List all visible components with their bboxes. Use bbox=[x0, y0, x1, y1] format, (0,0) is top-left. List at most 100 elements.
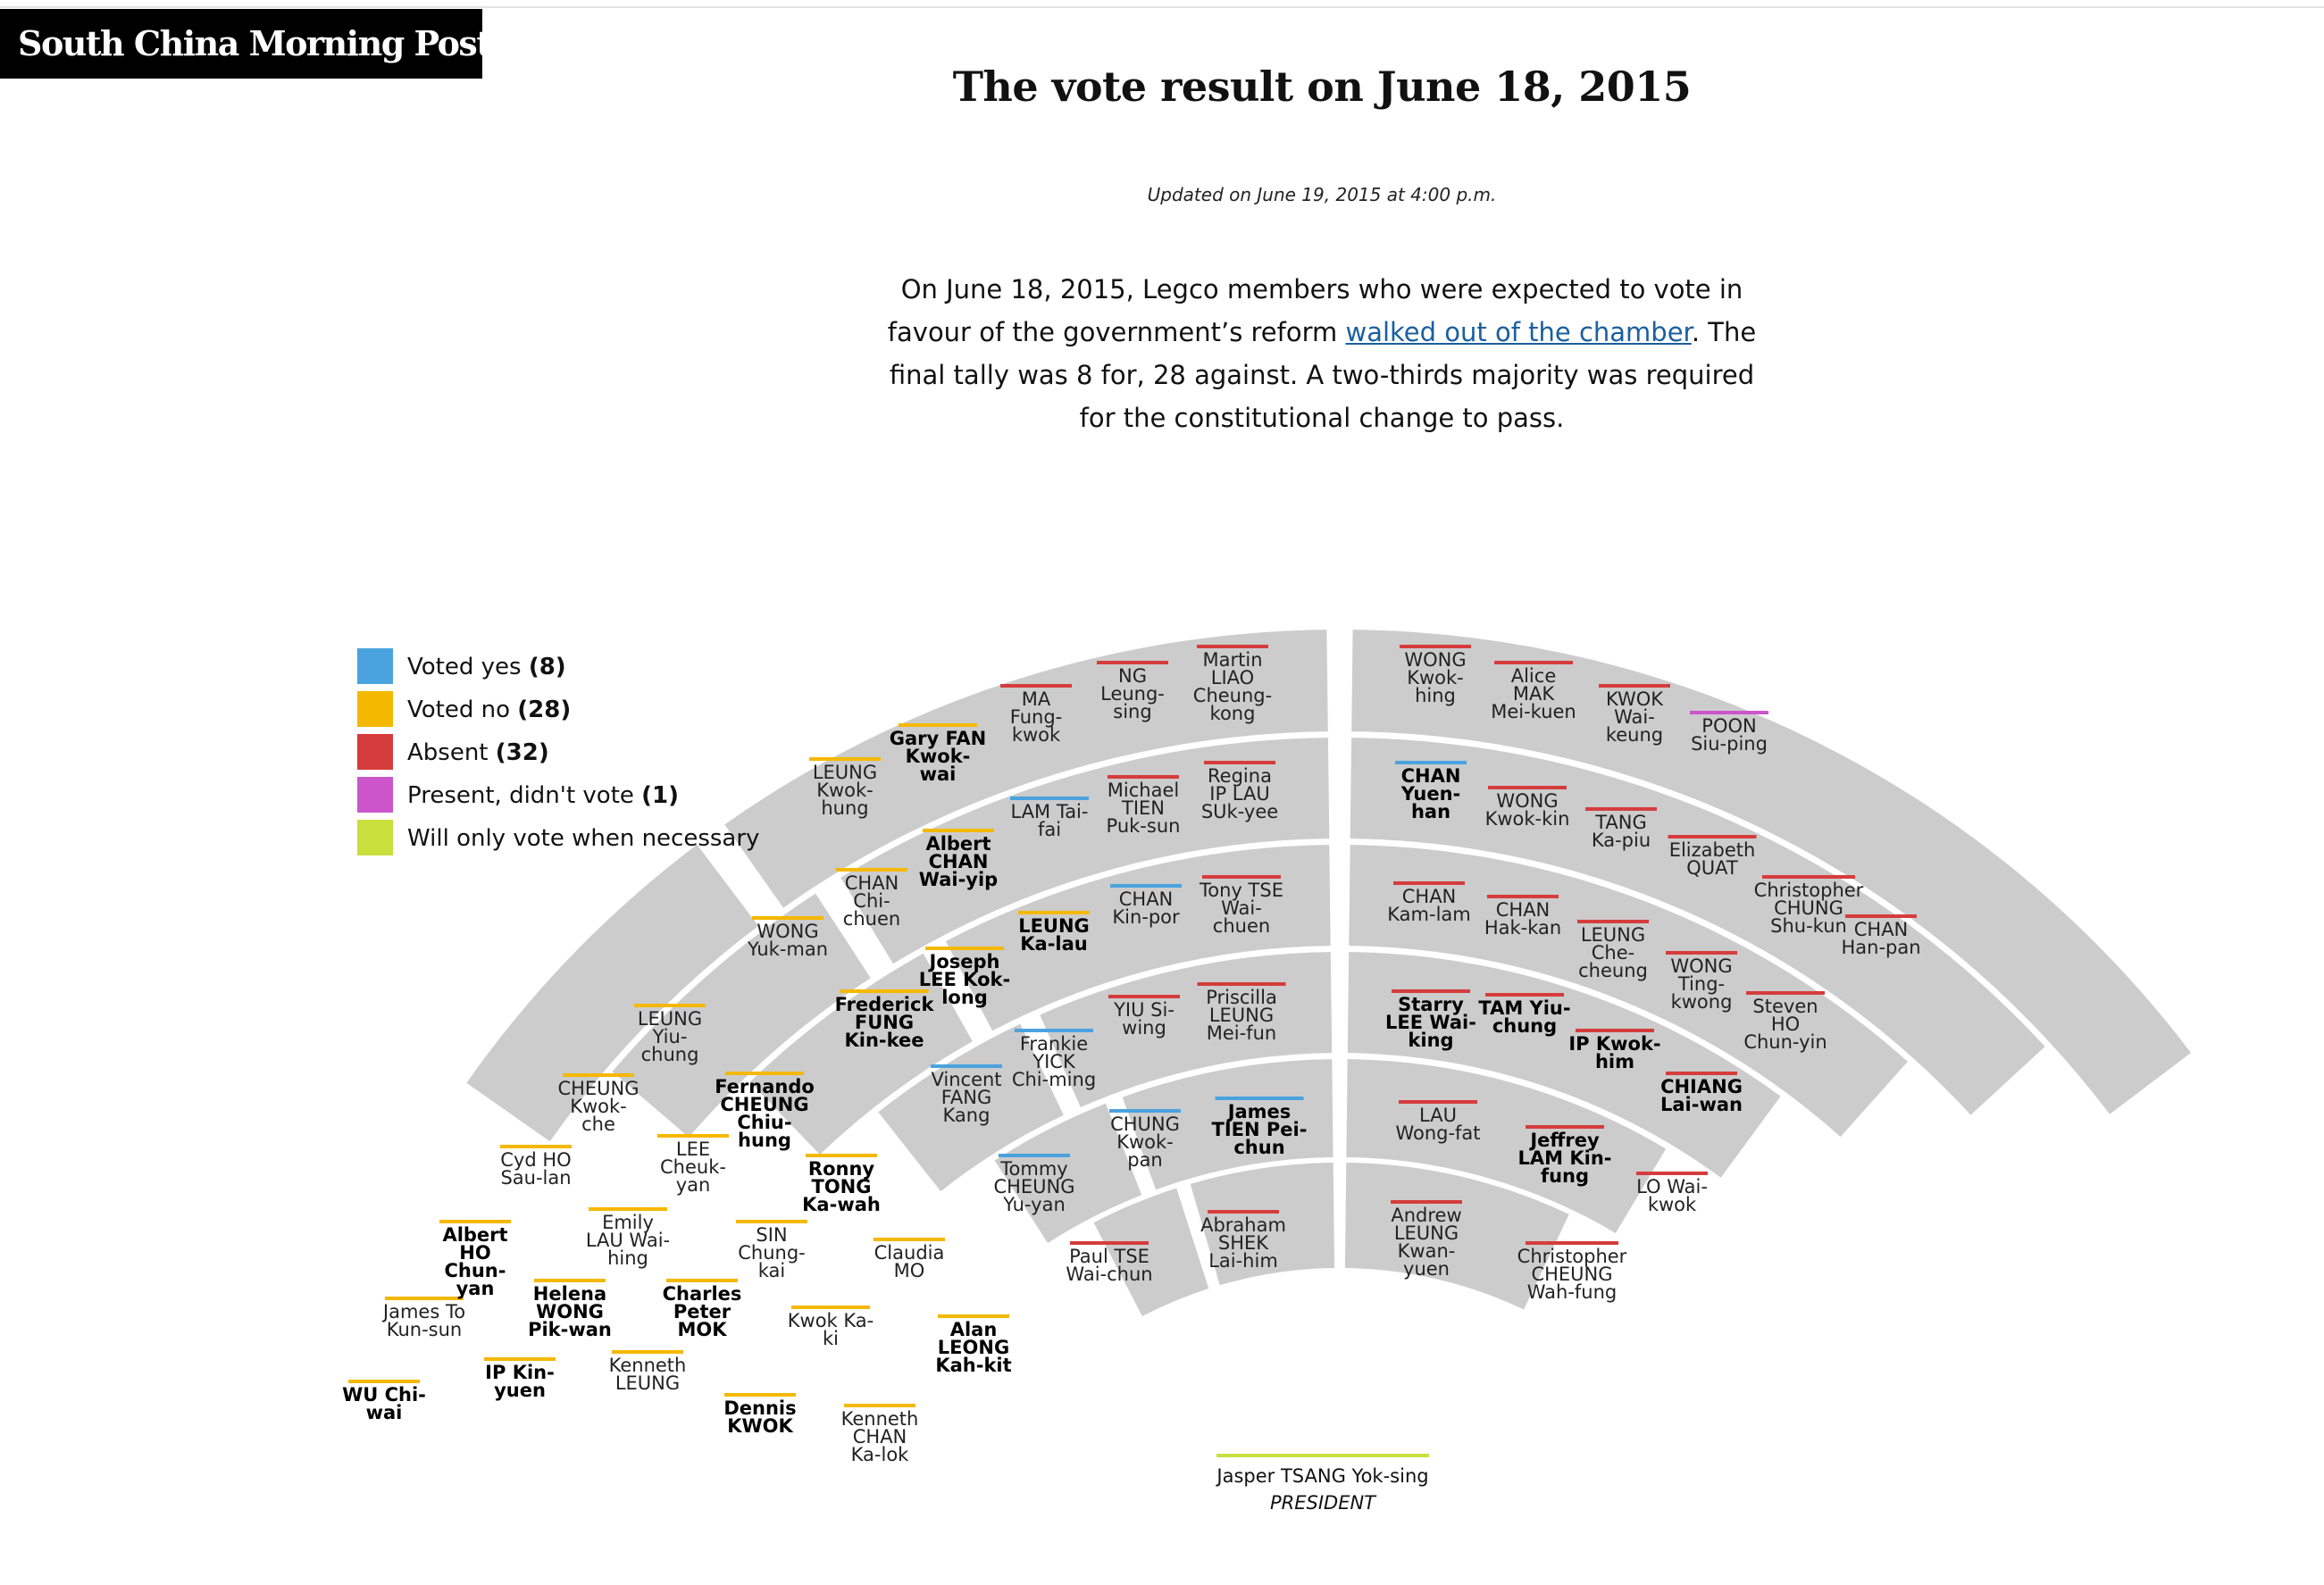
vote-status-bar bbox=[1202, 875, 1281, 879]
band-center-left-4 bbox=[945, 845, 1331, 1031]
member-name-line: FANG bbox=[941, 1087, 992, 1108]
member-seat-yiu-si-wing[interactable]: YIU Si-wing bbox=[1108, 995, 1180, 1039]
member-name-line: long bbox=[941, 987, 988, 1008]
member-name-line: han bbox=[1411, 801, 1450, 822]
band-right-1 bbox=[1344, 1163, 1569, 1310]
member-name-line: TAM Yiu- bbox=[1478, 997, 1570, 1019]
member-seat-lo-wai-kwok[interactable]: LO Wai-kwok bbox=[1636, 1172, 1708, 1215]
member-seat-wu-chi-wai[interactable]: WU Chi-wai bbox=[342, 1380, 426, 1423]
member-name-line: SHEK bbox=[1218, 1232, 1269, 1254]
member-name-line: KWOK bbox=[727, 1415, 793, 1437]
vote-status-bar bbox=[500, 1145, 572, 1148]
member-name-line: Che- bbox=[1592, 942, 1634, 964]
member-seat-kwok-ka-ki[interactable]: Kwok Ka-ki bbox=[788, 1306, 874, 1349]
member-name-line: Ka-piu bbox=[1592, 830, 1651, 851]
legend-count-yes: (8) bbox=[529, 654, 566, 680]
vote-status-bar bbox=[1668, 835, 1757, 838]
vote-status-bar bbox=[1070, 1241, 1149, 1245]
vote-status-bar bbox=[1666, 1072, 1737, 1075]
member-name-line: Frankie bbox=[1020, 1033, 1088, 1055]
legend-label-no: Voted no (28) bbox=[407, 697, 571, 723]
vote-status-bar bbox=[1018, 911, 1090, 914]
member-seat-ip-kwok-him[interactable]: IP Kwok-him bbox=[1568, 1029, 1661, 1072]
vote-status-bar bbox=[612, 1350, 683, 1354]
walked-out-link[interactable]: walked out of the chamber bbox=[1345, 317, 1692, 347]
legend: Voted yes (8) Voted no (28) Absent (32) Pre… bbox=[357, 648, 759, 855]
masthead-logo[interactable]: South China Morning Post bbox=[0, 9, 482, 79]
member-seat-lam-tai-fai[interactable]: LAM Tai-fai bbox=[1010, 797, 1089, 840]
member-seat-ip-kin-yuen[interactable]: IP Kin-yuen bbox=[484, 1357, 556, 1401]
legend-label-yes: Voted yes (8) bbox=[407, 654, 566, 680]
member-name-line: Kwok- bbox=[570, 1096, 627, 1117]
vote-status-bar bbox=[1208, 1210, 1279, 1214]
vote-status-bar bbox=[1666, 951, 1737, 955]
member-name-line: Wai-chun bbox=[1066, 1264, 1152, 1285]
band-left-outer-2 bbox=[994, 1103, 1142, 1244]
member-name-line: WONG bbox=[1404, 649, 1466, 671]
member-name-line: Peter bbox=[673, 1301, 731, 1322]
member-seat-tam-yiu-chung[interactable]: TAM Yiu-chung bbox=[1478, 993, 1571, 1037]
